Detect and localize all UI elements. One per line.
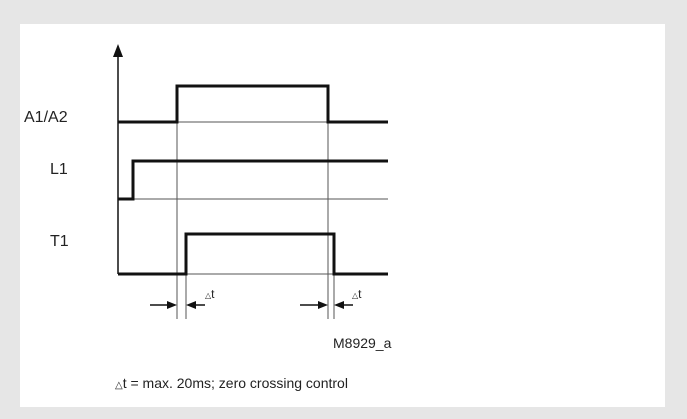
- delta-symbol: △: [115, 380, 123, 391]
- dt-arrowhead-left-a: [167, 301, 177, 309]
- dt-arrowhead-left-b: [186, 301, 196, 309]
- waveform-l1: [118, 159, 388, 201]
- diagram-panel: A1/A2 L1 T1 △t △t M8929_a △t = max. 20ms…: [20, 24, 665, 407]
- delta-t-label-off: △t: [352, 287, 362, 301]
- delta-t-label-on: △t: [205, 287, 215, 301]
- waveform-a1a2: [118, 84, 388, 124]
- caption: △t = max. 20ms; zero crossing control: [115, 375, 348, 391]
- caption-text: t = max. 20ms; zero crossing control: [122, 375, 348, 391]
- reference-code: M8929_a: [333, 335, 392, 351]
- signal-label-a1a2: A1/A2: [24, 109, 68, 126]
- dt-arrowhead-right-b: [334, 301, 344, 309]
- dt-arrowhead-right-a: [318, 301, 328, 309]
- waveform-t1: [118, 232, 388, 276]
- signal-label-t1: T1: [50, 233, 69, 250]
- y-axis-arrow: [113, 44, 123, 57]
- timing-diagram: [113, 44, 388, 319]
- signal-label-l1: L1: [50, 161, 68, 178]
